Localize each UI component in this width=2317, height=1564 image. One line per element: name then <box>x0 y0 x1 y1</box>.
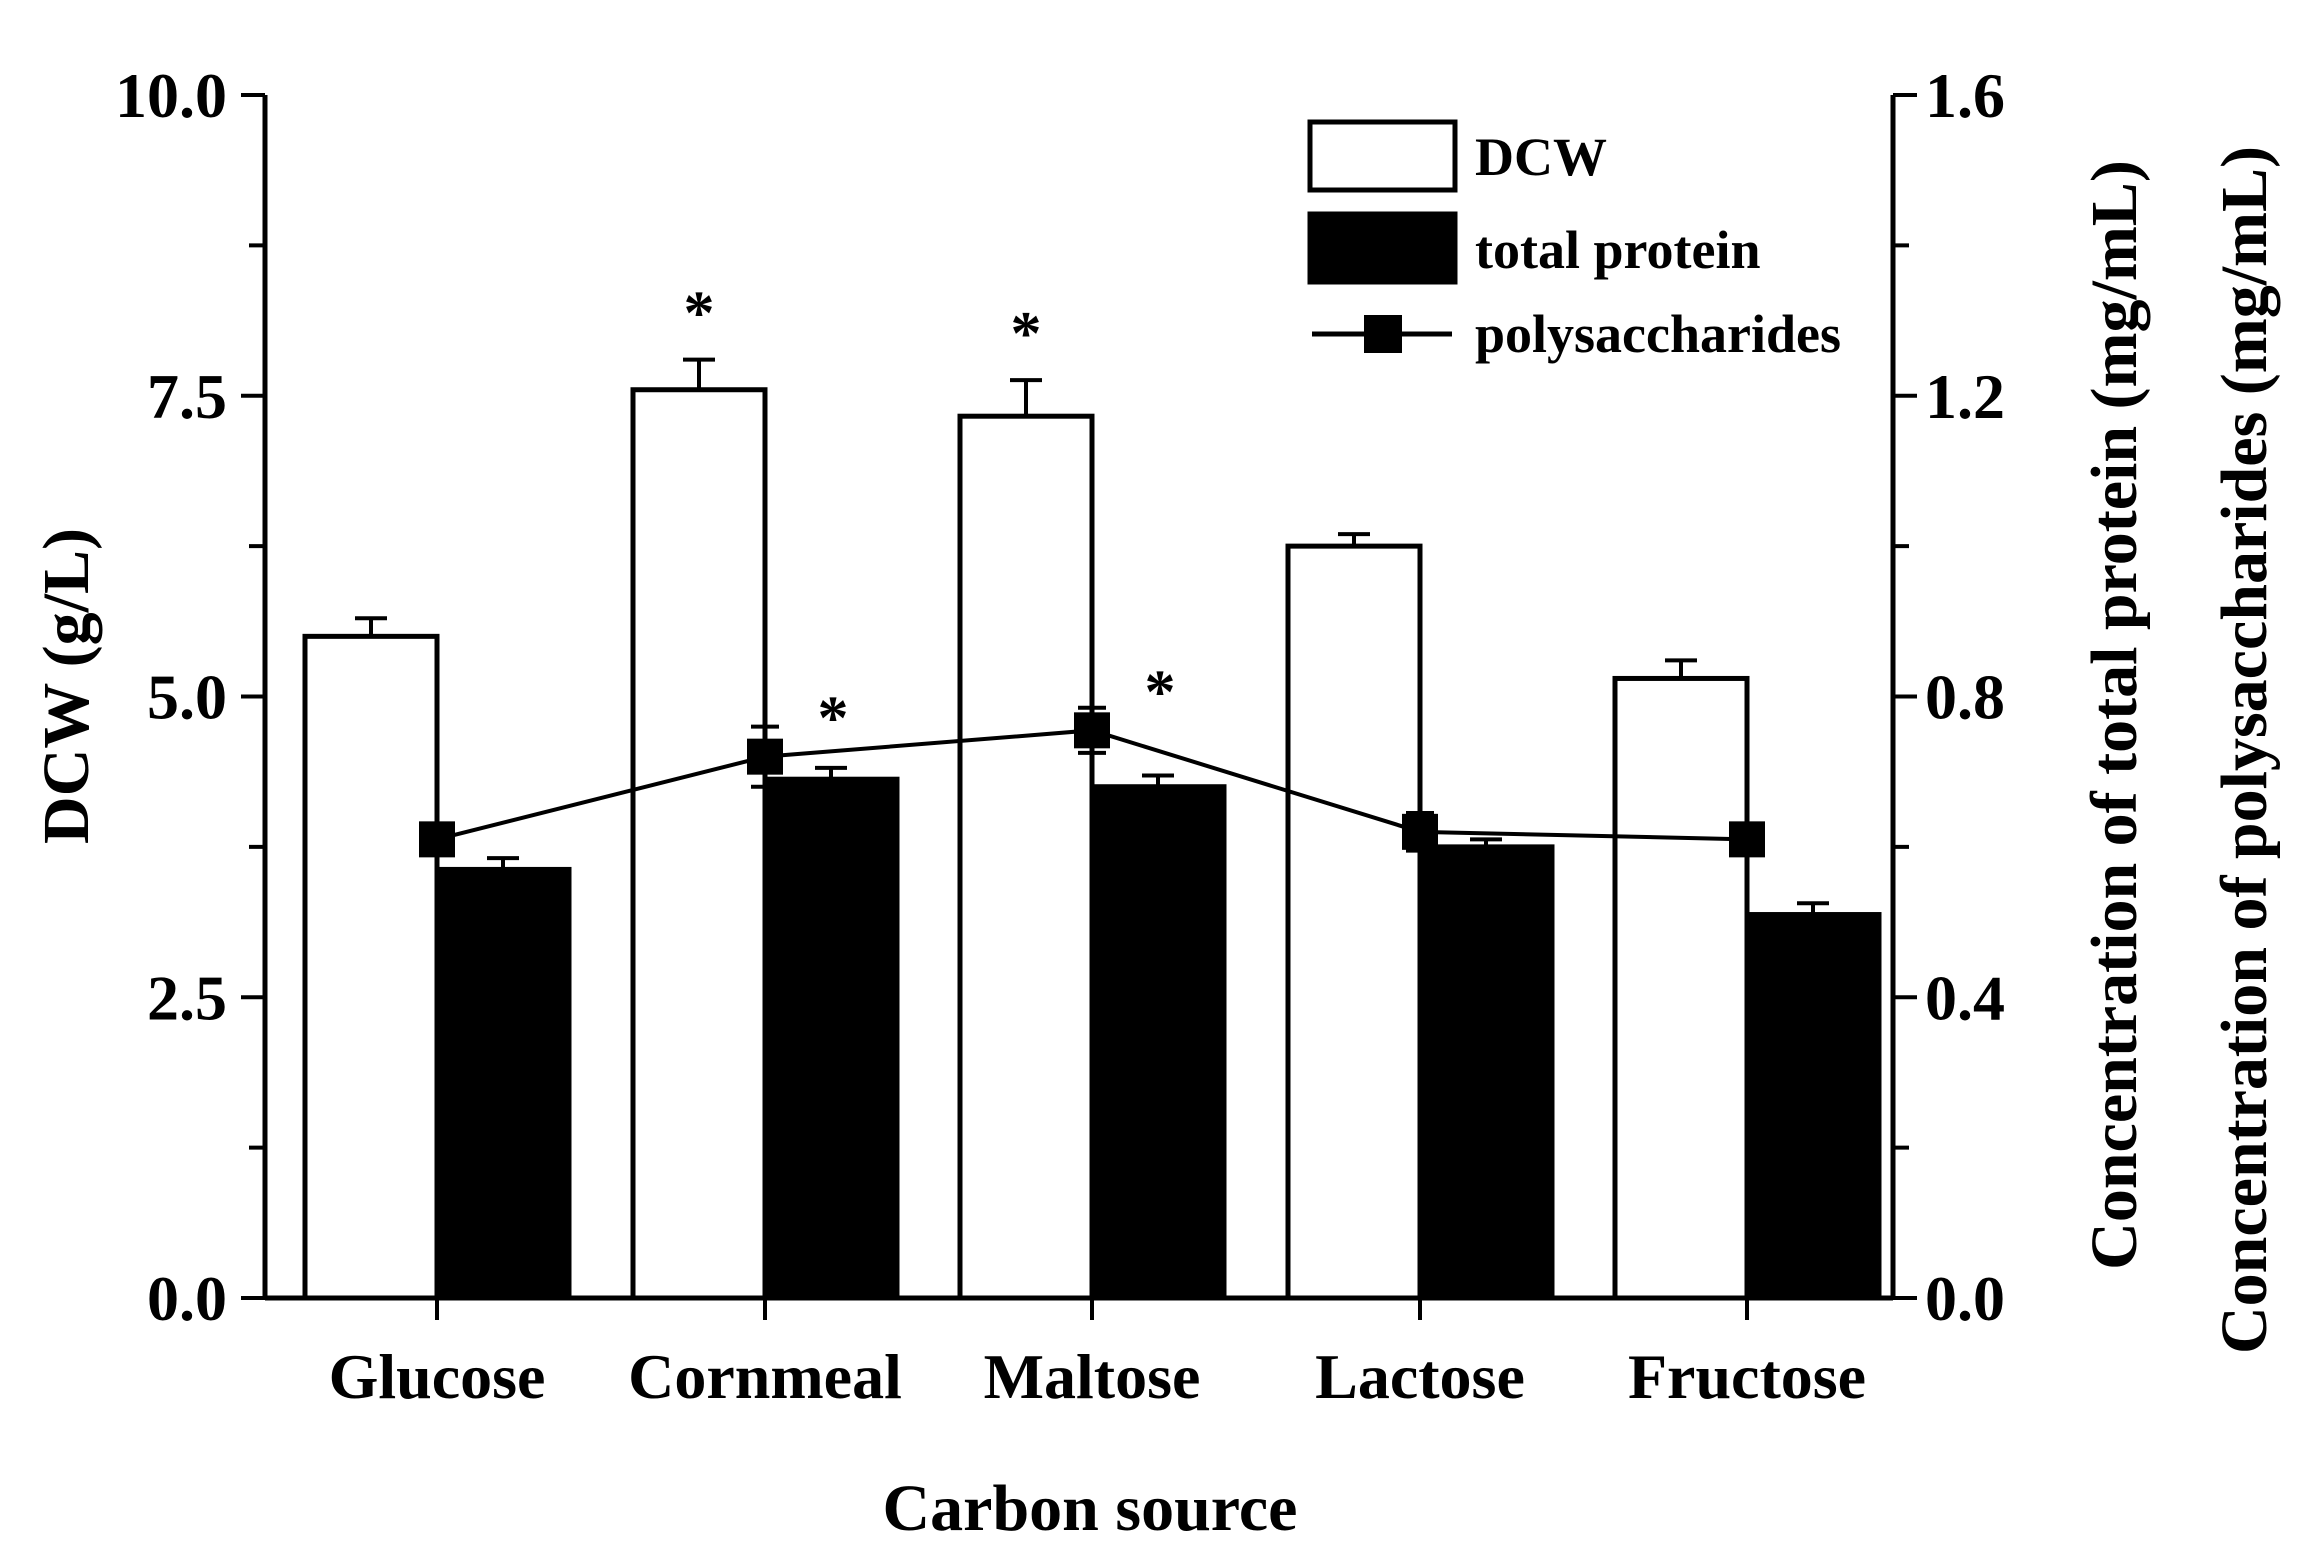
right-axis-ticks: 0.0 0.4 0.8 1.2 1.6 <box>1893 60 2005 1334</box>
total-protein-bar <box>1417 844 1555 1301</box>
left-tick-label: 7.5 <box>147 361 227 432</box>
dcw-significance-star: * <box>1011 300 1042 368</box>
x-tick-label: Lactose <box>1315 1341 1525 1412</box>
total-protein-series <box>434 765 1882 1301</box>
right-axis-title-polysaccharides: Concentration of polysaccharides (mg/mL) <box>2208 146 2281 1354</box>
left-tick-label: 5.0 <box>147 662 227 733</box>
x-tick-label: Glucose <box>329 1341 546 1412</box>
legend-label-polysaccharides: polysaccharides <box>1475 304 1841 364</box>
left-tick-label: 10.0 <box>115 60 227 131</box>
significance-marks: * * * * <box>684 280 1176 753</box>
x-axis-ticks: Glucose Cornmeal Maltose Lactose Fructose <box>329 1298 1866 1412</box>
right-axis-title-protein: Concentration of total protein (mg/mL) <box>2078 160 2151 1270</box>
total-protein-bar <box>434 866 572 1301</box>
right-tick-label: 0.0 <box>1925 1263 2005 1334</box>
left-axis-ticks: 0.0 2.5 5.0 7.5 10.0 <box>115 60 265 1334</box>
dcw-bar <box>302 633 440 1301</box>
polysaccharides-significance-star: * <box>1145 658 1176 726</box>
x-axis-title: Carbon source <box>883 1472 1298 1545</box>
total-protein-bar <box>1089 784 1227 1301</box>
dcw-bar <box>630 387 768 1301</box>
dcw-bar <box>957 413 1095 1301</box>
legend-swatch-total-protein <box>1307 211 1458 285</box>
polysaccharides-marker <box>747 738 783 775</box>
x-tick-label: Fructose <box>1628 1341 1866 1412</box>
polysaccharides-series <box>419 705 1765 858</box>
total-protein-bar <box>1744 912 1882 1301</box>
dcw-significance-star: * <box>684 280 715 348</box>
legend-swatch-dcw <box>1307 119 1458 193</box>
right-tick-label: 0.4 <box>1925 962 2005 1033</box>
left-tick-label: 2.5 <box>147 962 227 1033</box>
left-tick-label: 0.0 <box>147 1263 227 1334</box>
dcw-bar <box>1285 543 1423 1301</box>
total-protein-bar <box>762 776 900 1301</box>
polysaccharides-marker <box>1729 821 1765 858</box>
right-tick-label: 1.6 <box>1925 60 2005 131</box>
legend-swatch-polysaccharides-marker <box>1364 315 1402 353</box>
polysaccharides-significance-star: * <box>818 685 849 753</box>
polysaccharides-marker <box>419 821 455 858</box>
legend-label-total-protein: total protein <box>1475 220 1760 280</box>
dcw-bar <box>1612 675 1750 1301</box>
left-axis-title: DCW (g/L) <box>30 528 103 844</box>
x-tick-label: Cornmeal <box>628 1341 902 1412</box>
legend-label-dcw: DCW <box>1475 127 1607 187</box>
legend: DCW total protein polysaccharides <box>1307 119 1841 364</box>
right-tick-label: 1.2 <box>1925 361 2005 432</box>
polysaccharides-marker <box>1074 712 1110 749</box>
polysaccharides-marker <box>1402 813 1438 850</box>
right-tick-label: 0.8 <box>1925 662 2005 733</box>
dcw-series <box>302 357 1750 1301</box>
x-tick-label: Maltose <box>984 1341 1201 1412</box>
